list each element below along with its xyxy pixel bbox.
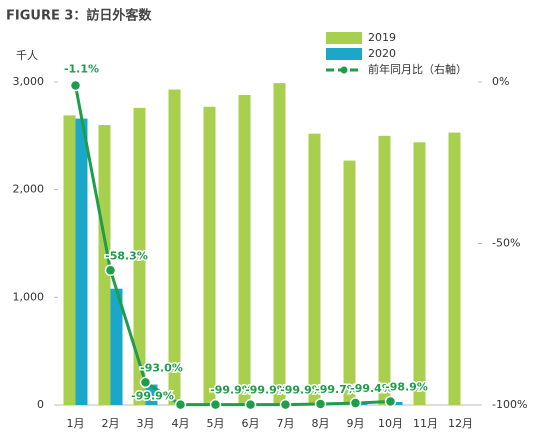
bar [343, 160, 356, 405]
data-label: -99.9% [210, 384, 253, 397]
x-tick-label: 9月 [347, 417, 365, 430]
data-label: -99.7% [315, 383, 358, 396]
bar [413, 142, 426, 405]
bar [63, 115, 76, 406]
line-marker [349, 397, 362, 409]
data-label: -99.9% [245, 384, 288, 397]
x-tick-label: 11月 [413, 417, 438, 430]
line [74, 85, 391, 407]
bar [238, 94, 251, 406]
data-label: -93.0% [140, 361, 183, 374]
line-marker [139, 376, 152, 389]
y2-tick-label: 0% [492, 75, 509, 88]
y-tick-label: 0 [37, 398, 44, 411]
data-label: -99.9% [131, 390, 174, 403]
data-label: -1.1% [64, 63, 99, 76]
data-label: -58.3% [105, 249, 148, 262]
y-tick-label: 1,000 [13, 290, 45, 303]
x-tick-label: 5月 [207, 417, 225, 430]
legend-label: 2020 [368, 47, 396, 60]
bar [390, 401, 403, 405]
x-tick-label: 6月 [242, 417, 260, 430]
line-marker [244, 398, 257, 411]
bar [168, 89, 181, 405]
bar [75, 118, 88, 406]
bar [133, 107, 146, 405]
x-tick-label: 3月 [137, 417, 155, 430]
x-tick-label: 7月 [277, 417, 295, 430]
x-tick-label: 8月 [312, 417, 330, 430]
line-marker [209, 398, 222, 411]
y-axis-label: 千人 [16, 49, 38, 62]
bar [98, 125, 111, 406]
data-label: -99.4% [350, 382, 393, 395]
legend-swatch [326, 32, 362, 44]
line-marker [104, 264, 117, 277]
bar [378, 135, 391, 406]
legend-label: 前年同月比（右軸） [368, 62, 467, 76]
bar [308, 133, 321, 405]
line-marker [279, 398, 292, 411]
bar [203, 106, 216, 405]
x-tick-label: 1月 [67, 417, 85, 430]
chart-title: FIGURE 3：訪日外客数 [6, 8, 152, 24]
line-marker [69, 79, 82, 92]
bar [448, 132, 461, 405]
y-tick-label: 2,000 [13, 183, 45, 196]
x-tick-label: 2月 [102, 417, 120, 430]
y2-tick-label: -100% [492, 398, 527, 411]
data-label: -98.9% [385, 380, 428, 393]
line-marker [314, 398, 327, 410]
bar [273, 83, 286, 406]
y2-tick-label: -50% [492, 237, 520, 250]
line-marker [384, 395, 397, 408]
line-marker [174, 398, 187, 411]
bar [110, 288, 123, 405]
legend-marker [340, 66, 348, 74]
data-label: -99.9% [280, 384, 323, 397]
x-tick-label: 4月 [172, 417, 190, 430]
legend-label: 2019 [368, 31, 396, 44]
x-tick-label: 12月 [448, 417, 473, 430]
legend-swatch [326, 48, 362, 60]
y-tick-label: 3,000 [13, 75, 45, 88]
x-tick-label: 10月 [378, 417, 403, 430]
